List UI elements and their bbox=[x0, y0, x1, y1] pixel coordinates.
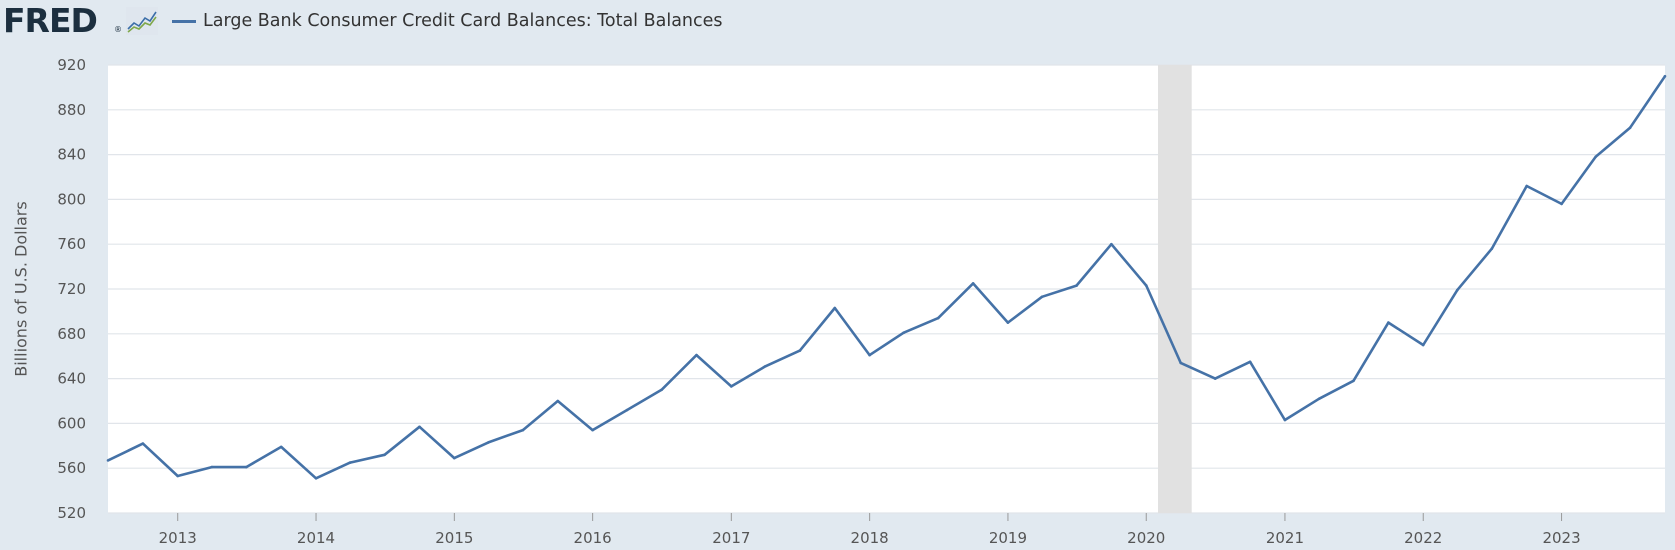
y-tick-label: 680 bbox=[57, 325, 86, 343]
data-point[interactable] bbox=[1594, 155, 1597, 159]
data-point[interactable] bbox=[314, 477, 318, 480]
data-point[interactable] bbox=[487, 441, 490, 444]
data-point[interactable] bbox=[1179, 361, 1182, 365]
data-point[interactable] bbox=[1456, 288, 1459, 292]
recession-shading bbox=[1157, 65, 1192, 513]
data-point[interactable] bbox=[868, 353, 871, 357]
x-tick-label: 2021 bbox=[1266, 529, 1304, 547]
y-tick-label: 800 bbox=[57, 190, 86, 208]
y-axis-ticks: 520 560 600 640 680 720 760 800 840 880 920 bbox=[57, 56, 86, 522]
x-tick-label: 2023 bbox=[1542, 529, 1580, 547]
data-point[interactable] bbox=[1145, 284, 1148, 287]
y-tick-label: 560 bbox=[57, 459, 86, 477]
legend-swatch bbox=[172, 20, 196, 23]
y-tick-label: 640 bbox=[57, 370, 86, 388]
data-point[interactable] bbox=[1248, 360, 1252, 364]
data-point[interactable] bbox=[936, 316, 940, 320]
data-point[interactable] bbox=[1628, 126, 1632, 129]
series-layer bbox=[106, 74, 1667, 480]
registered-mark: ® bbox=[114, 25, 122, 34]
y-tick-label: 720 bbox=[57, 280, 86, 298]
data-point[interactable] bbox=[660, 388, 663, 392]
data-point[interactable] bbox=[730, 385, 733, 388]
data-point[interactable] bbox=[1560, 202, 1563, 206]
data-point[interactable] bbox=[453, 456, 456, 460]
data-point[interactable] bbox=[971, 282, 975, 285]
data-point[interactable] bbox=[418, 425, 421, 429]
y-tick-label: 600 bbox=[57, 414, 86, 432]
fred-graph-icon[interactable] bbox=[126, 7, 158, 35]
x-tick-label: 2015 bbox=[435, 529, 473, 547]
y-tick-label: 840 bbox=[57, 146, 86, 164]
x-tick-label: 2022 bbox=[1404, 529, 1442, 547]
data-point[interactable] bbox=[1040, 295, 1044, 299]
data-point[interactable] bbox=[902, 331, 905, 335]
data-point[interactable] bbox=[625, 408, 629, 412]
x-axis-ticks: 2013 2014 2015 2016 2017 2018 2019 2020 2021 2022… bbox=[159, 513, 1581, 547]
x-tick-label: 2016 bbox=[574, 529, 612, 547]
series-title: Large Bank Consumer Credit Card Balances… bbox=[203, 11, 723, 31]
data-point[interactable] bbox=[521, 428, 525, 432]
data-point[interactable] bbox=[798, 349, 802, 352]
data-point[interactable] bbox=[106, 459, 110, 462]
recession-bar bbox=[1157, 65, 1192, 513]
data-point[interactable] bbox=[141, 442, 145, 445]
data-point[interactable] bbox=[245, 465, 248, 469]
data-point[interactable] bbox=[1317, 397, 1321, 401]
data-point[interactable] bbox=[348, 461, 352, 464]
y-tick-label: 760 bbox=[57, 235, 86, 253]
fred-logo[interactable]: FRED bbox=[3, 1, 98, 40]
data-point[interactable] bbox=[279, 445, 283, 449]
data-point[interactable] bbox=[556, 399, 560, 403]
x-tick-label: 2017 bbox=[712, 529, 750, 547]
data-point[interactable] bbox=[591, 428, 594, 432]
y-tick-label: 920 bbox=[57, 56, 86, 74]
x-tick-label: 2013 bbox=[159, 529, 197, 547]
header: FRED ® Large Bank Consumer Credit Card B… bbox=[0, 0, 1675, 44]
data-point[interactable] bbox=[833, 306, 837, 310]
series-line bbox=[107, 75, 1667, 480]
data-point[interactable] bbox=[1213, 377, 1217, 380]
data-point[interactable] bbox=[1525, 184, 1528, 188]
data-point[interactable] bbox=[176, 474, 179, 478]
data-point[interactable] bbox=[1110, 242, 1113, 246]
y-tick-label: 520 bbox=[57, 504, 86, 522]
x-tick-label: 2018 bbox=[851, 529, 889, 547]
y-tick-label: 880 bbox=[57, 101, 86, 119]
data-point[interactable] bbox=[1283, 418, 1287, 422]
data-point[interactable] bbox=[764, 365, 767, 368]
data-point[interactable] bbox=[1352, 379, 1355, 383]
data-point[interactable] bbox=[383, 453, 386, 457]
x-tick-label: 2019 bbox=[989, 529, 1027, 547]
data-point[interactable] bbox=[1421, 343, 1425, 347]
data-point[interactable] bbox=[1663, 74, 1667, 78]
data-point[interactable] bbox=[695, 353, 698, 357]
x-tick-label: 2014 bbox=[297, 529, 335, 547]
data-point[interactable] bbox=[1387, 321, 1390, 324]
data-point[interactable] bbox=[1006, 321, 1010, 324]
x-tick-label: 2020 bbox=[1127, 529, 1165, 547]
data-point[interactable] bbox=[1490, 247, 1494, 250]
data-point[interactable] bbox=[1075, 284, 1078, 287]
data-point[interactable] bbox=[210, 465, 214, 469]
